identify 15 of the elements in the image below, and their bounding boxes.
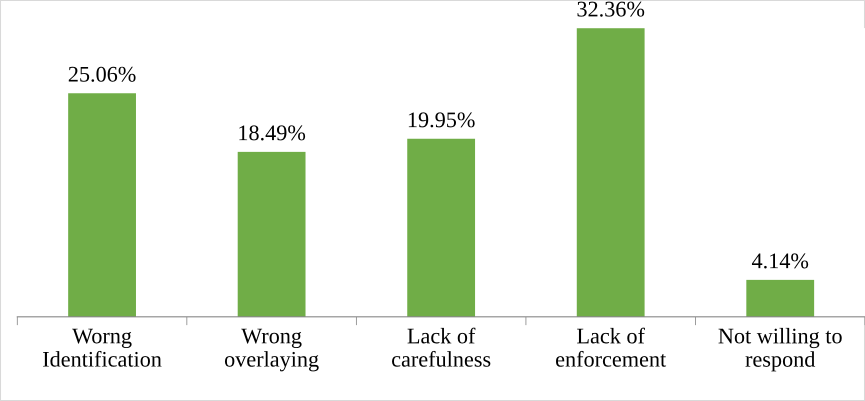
data-label: 4.14%	[752, 253, 808, 268]
x-tick-label: Lack of carefulness	[392, 328, 490, 367]
bar	[746, 280, 814, 317]
data-label: 25.06%	[68, 66, 136, 82]
x-tick-label: Wrong overlaying	[224, 328, 319, 372]
x-tick-label: Lack of enforcement	[556, 328, 666, 367]
data-label: 19.95%	[408, 112, 475, 128]
data-label: 18.49%	[239, 125, 306, 140]
x-tick-label: Worng Identification	[43, 328, 162, 367]
bar	[68, 93, 136, 317]
data-label: 32.36%	[577, 2, 644, 17]
bar	[238, 152, 306, 317]
bar	[576, 28, 645, 317]
bar	[407, 138, 476, 317]
x-tick-label: Not willing to respond	[718, 328, 842, 372]
